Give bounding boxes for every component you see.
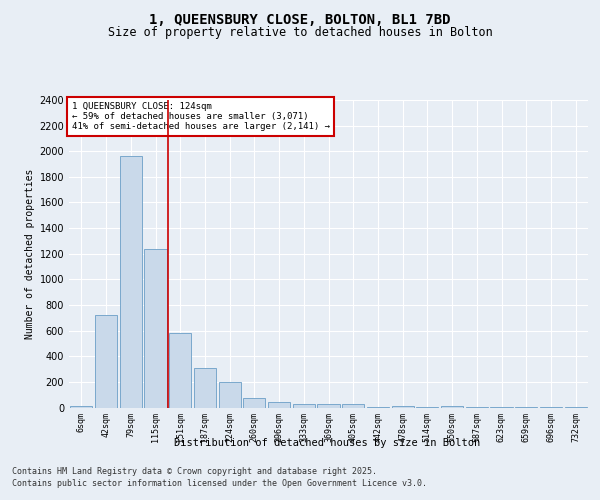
Text: Contains HM Land Registry data © Crown copyright and database right 2025.: Contains HM Land Registry data © Crown c… [12,468,377,476]
Bar [293,404,315,407]
Bar [342,404,364,407]
Bar [416,407,439,408]
Bar [441,406,463,407]
Bar [169,334,191,407]
Text: Contains public sector information licensed under the Open Government Licence v3: Contains public sector information licen… [12,479,427,488]
Bar [392,406,414,407]
Bar [243,398,265,407]
Text: Distribution of detached houses by size in Bolton: Distribution of detached houses by size … [174,438,480,448]
Bar [70,406,92,407]
Y-axis label: Number of detached properties: Number of detached properties [25,168,35,339]
Bar [95,316,117,408]
Text: 1, QUEENSBURY CLOSE, BOLTON, BL1 7BD: 1, QUEENSBURY CLOSE, BOLTON, BL1 7BD [149,12,451,26]
Text: Size of property relative to detached houses in Bolton: Size of property relative to detached ho… [107,26,493,39]
Text: 1 QUEENSBURY CLOSE: 124sqm
← 59% of detached houses are smaller (3,071)
41% of s: 1 QUEENSBURY CLOSE: 124sqm ← 59% of deta… [71,102,329,132]
Bar [317,404,340,407]
Bar [145,250,167,408]
Bar [218,382,241,407]
Bar [194,368,216,408]
Bar [268,402,290,407]
Bar [367,407,389,408]
Bar [119,156,142,408]
